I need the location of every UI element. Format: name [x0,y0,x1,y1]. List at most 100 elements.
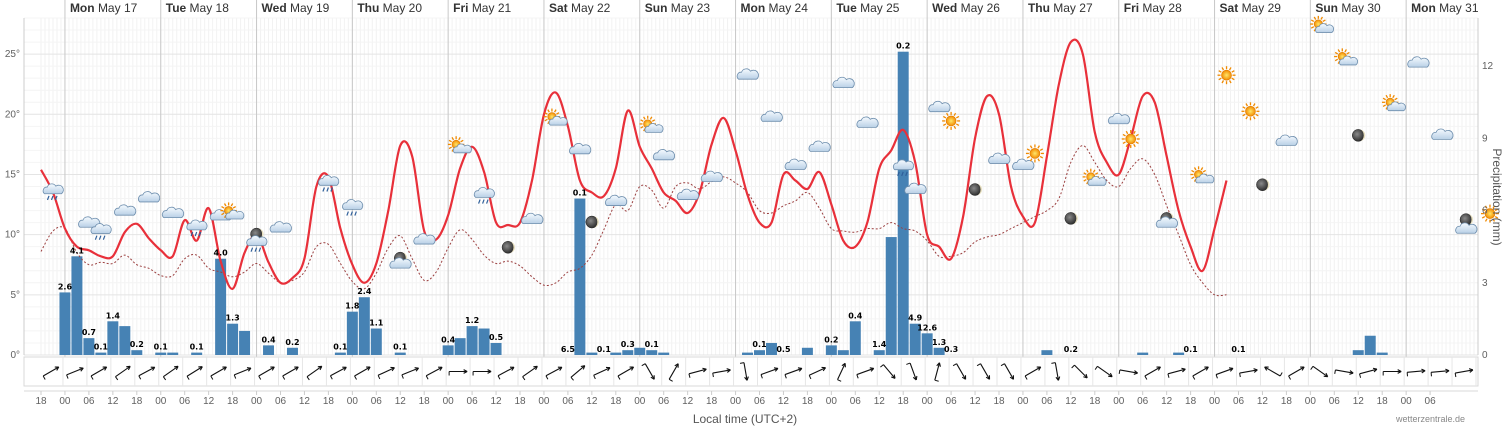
x-tick-label: 12 [1353,396,1365,407]
precipitation-value-label: 0.1 [393,343,408,352]
precipitation-bar [933,347,945,355]
cloud-shape [1455,222,1478,234]
cloud-shape [225,209,245,220]
wind-arrow-shaft [42,366,60,377]
day-label-date: May 22 [571,1,611,15]
sun-ray [946,125,949,130]
wind-arrow-icon [354,366,371,380]
cloud-shape [342,199,364,210]
cloud-shape [700,170,723,182]
x-tick-label: 06 [658,396,670,407]
wind-arrow-shaft [1264,366,1281,377]
cloud-shape [114,204,137,216]
day-label-dow: Wed [262,1,290,15]
wind-barb [1000,363,1005,367]
sun-ray [448,139,452,143]
wind-arrow-shaft [784,367,803,376]
cloud-shape [652,149,676,161]
wind-arrow-icon [282,366,299,380]
wind-arrow-shaft [617,366,634,377]
cloud-icon [676,188,700,200]
dewpoint-series [40,145,1227,297]
wind-arrow-icon [784,367,803,379]
sun-ray [1255,113,1259,117]
cloud-icon [1431,128,1454,140]
sun-ray [1083,178,1087,182]
sun-ray [1242,106,1246,109]
sun-ray [1392,94,1395,99]
sun-ray [1228,80,1232,84]
cloud-shape [90,223,112,234]
wind-arrow-shaft [1215,367,1234,376]
moon-crescent [592,216,599,229]
wind-arrow-head [342,366,347,371]
wind-arrow-head [580,365,586,370]
precipitation-bar [394,352,406,355]
wind-arrow-icon [1071,364,1088,379]
wind-barb [1454,372,1457,378]
precipitation-bar [215,258,227,355]
precipitation-bar [1041,350,1053,355]
sun-ray [544,112,548,115]
day-label: Sun May 30 [1315,1,1381,15]
rain-drop [354,211,357,216]
partly-icon [639,115,664,133]
moon-disc [501,241,515,254]
sun-ray [1191,176,1195,180]
rain-drop [350,211,353,216]
cloud-icon [605,194,628,206]
wind-arrow-shaft [1407,370,1426,373]
x-tick-label: 06 [1425,396,1437,407]
rain-drop [322,187,325,192]
sun-icon [1480,204,1499,223]
day-label: Mon May 31 [1411,1,1479,15]
wind-arrow-icon [210,366,227,380]
precipitation-value-label: 1.3 [932,338,946,347]
wind-arrow-icon [760,367,779,379]
rain-icon [90,223,112,240]
sun-ray [1242,113,1246,117]
precipitation-value-label: 4.0 [214,249,229,258]
precipitation-bar [754,350,765,355]
wind-arrow-head [366,366,371,371]
wind-arrow-icon [1118,369,1138,375]
sun-ray [1218,70,1222,73]
day-label-date: May 18 [190,1,230,15]
precipitation-bar [634,347,646,355]
wind-barb [1051,362,1056,364]
precipitation-value-label: 1.8 [345,302,360,311]
wind-arrow-head [1468,368,1474,373]
wind-arrow-icon [115,365,131,381]
moon-icon [501,241,516,254]
wind-arrow-head [702,367,707,373]
sun-ray [232,205,237,209]
precipitation-bar [1364,335,1376,355]
wind-arrow-head [841,362,846,368]
wind-arrow-shaft [856,367,874,376]
wind-arrow-shaft [909,362,917,381]
precipitation-bar [885,237,897,355]
precipitation-bar [646,350,658,355]
precipitation-bar [71,256,83,355]
wind-arrow-head [1036,366,1042,371]
rain-drop [94,235,98,240]
y-tick-label-precip: 0 [1482,350,1488,361]
wind-arrow-shaft [1074,364,1088,379]
cloud-icon [161,206,185,219]
wind-barb [641,363,646,367]
x-tick-label: 18 [323,396,335,407]
precipitation-bar [478,328,490,355]
cloud-shape [569,143,592,155]
sun-ray [1394,97,1398,101]
x-tick-label: 06 [1329,396,1341,407]
day-label-date: May 28 [1142,1,1182,15]
wind-arrow-icon [856,367,875,379]
cloud-icon [1012,158,1035,170]
day-label-dow: Tue [836,1,860,15]
wind-barb [808,375,812,380]
precipitation-value-label: 0.1 [94,343,109,352]
wind-arrow-shaft [1312,365,1329,378]
wind-arrow-head [150,366,156,371]
y-tick-label-precip: 9 [1482,133,1488,144]
